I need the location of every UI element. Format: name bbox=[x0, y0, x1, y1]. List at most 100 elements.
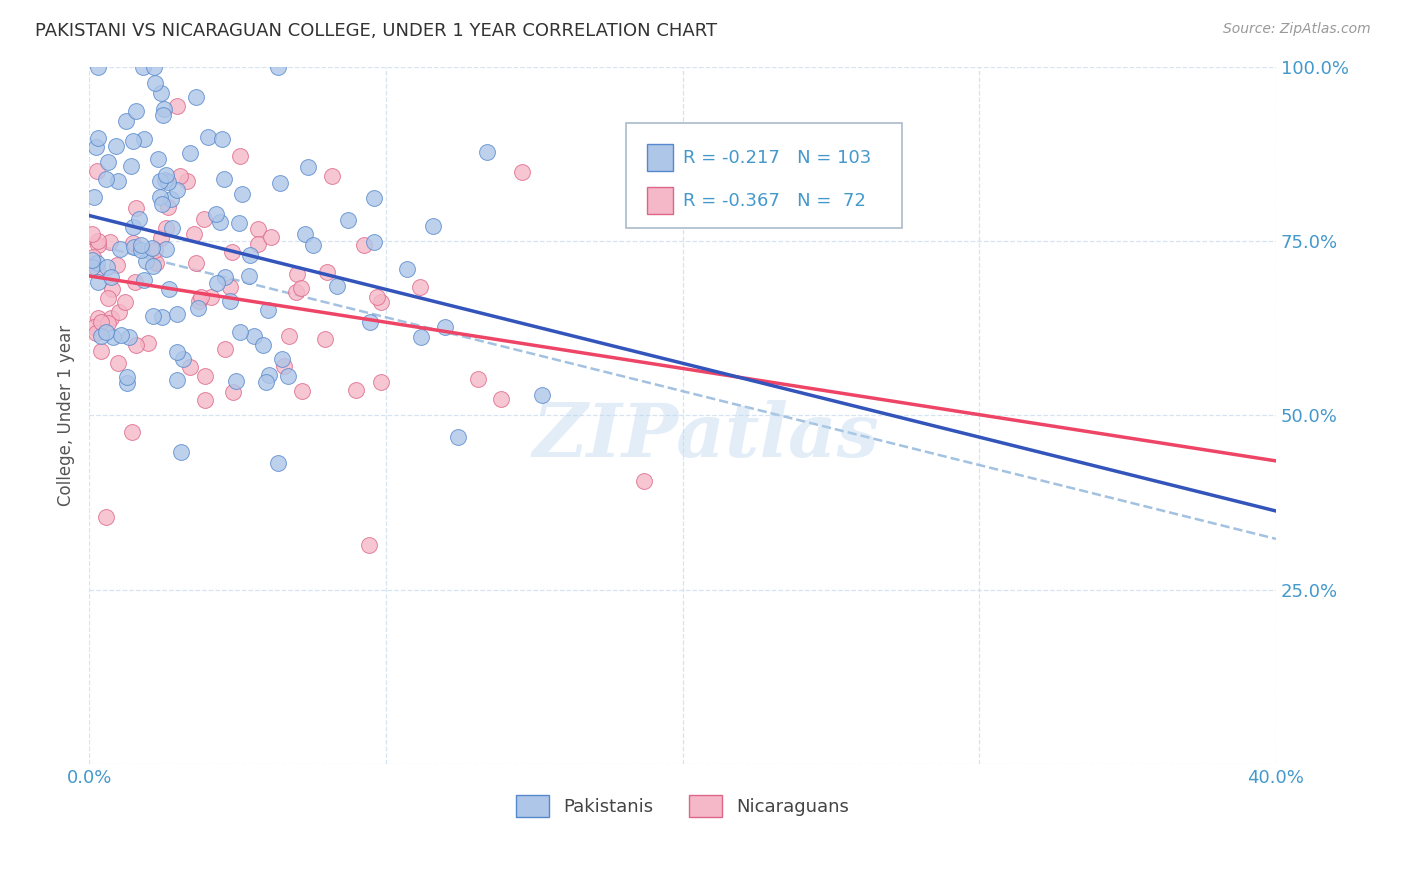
Point bbox=[273, 359, 295, 374]
Point bbox=[97, 291, 120, 305]
Text: R = -0.367   N =  72: R = -0.367 N = 72 bbox=[683, 192, 866, 210]
Text: ZIPatlas: ZIPatlas bbox=[533, 400, 880, 473]
Point bbox=[291, 384, 314, 399]
Point bbox=[86, 130, 108, 145]
Point bbox=[190, 290, 212, 304]
Point bbox=[187, 301, 209, 316]
Point bbox=[143, 60, 166, 74]
Point bbox=[359, 315, 381, 329]
Point bbox=[475, 145, 498, 160]
Point bbox=[80, 253, 103, 268]
Point bbox=[228, 216, 250, 230]
Point bbox=[96, 260, 118, 275]
Point bbox=[157, 175, 180, 189]
Point bbox=[252, 338, 274, 352]
Point bbox=[222, 385, 245, 400]
Point bbox=[94, 325, 117, 339]
Y-axis label: College, Under 1 year: College, Under 1 year bbox=[58, 325, 75, 506]
Point bbox=[166, 344, 188, 359]
Point bbox=[278, 329, 301, 343]
Point bbox=[225, 374, 247, 388]
Point bbox=[257, 368, 280, 383]
Point bbox=[86, 164, 108, 178]
Point bbox=[100, 311, 122, 326]
Point bbox=[219, 280, 242, 294]
Point bbox=[243, 329, 266, 343]
Point bbox=[107, 258, 129, 272]
Point bbox=[146, 152, 169, 166]
Point bbox=[122, 236, 145, 251]
Point bbox=[136, 336, 159, 351]
Point bbox=[118, 330, 141, 344]
Point bbox=[294, 227, 316, 241]
Point bbox=[100, 269, 122, 284]
Point bbox=[186, 256, 208, 270]
Point bbox=[395, 262, 418, 277]
Point bbox=[149, 174, 172, 188]
Point bbox=[101, 282, 124, 296]
Point bbox=[409, 279, 432, 293]
Point bbox=[337, 213, 360, 227]
Point bbox=[121, 425, 143, 439]
Point bbox=[205, 207, 228, 221]
Text: Source: ZipAtlas.com: Source: ZipAtlas.com bbox=[1223, 22, 1371, 37]
Point bbox=[411, 330, 433, 344]
Point bbox=[271, 351, 294, 366]
Point bbox=[141, 242, 163, 256]
Point bbox=[83, 319, 105, 334]
Point bbox=[194, 392, 217, 407]
Point bbox=[80, 227, 103, 241]
Point bbox=[205, 277, 228, 291]
Point bbox=[179, 359, 201, 374]
Point bbox=[125, 201, 148, 215]
Point bbox=[143, 76, 166, 90]
Point bbox=[247, 222, 270, 236]
Legend: Pakistanis, Nicaraguans: Pakistanis, Nicaraguans bbox=[509, 788, 856, 824]
Point bbox=[107, 356, 129, 370]
Point bbox=[197, 129, 219, 144]
Point bbox=[359, 538, 381, 552]
Point bbox=[149, 190, 172, 204]
Point bbox=[87, 311, 110, 326]
Point bbox=[172, 352, 194, 367]
Point bbox=[194, 368, 217, 383]
Point bbox=[231, 186, 253, 201]
Point bbox=[633, 474, 655, 488]
Point bbox=[160, 220, 183, 235]
Point bbox=[84, 139, 107, 153]
Point bbox=[209, 215, 232, 229]
Point bbox=[290, 281, 312, 295]
Point bbox=[219, 293, 242, 308]
Point bbox=[269, 176, 291, 190]
Point bbox=[153, 103, 176, 117]
Point bbox=[214, 342, 236, 356]
Point bbox=[344, 383, 367, 397]
Point bbox=[447, 430, 470, 444]
Point bbox=[86, 262, 108, 277]
Point bbox=[87, 238, 110, 252]
Point bbox=[489, 392, 512, 406]
Point bbox=[166, 372, 188, 386]
Point bbox=[98, 235, 121, 249]
Point bbox=[267, 60, 290, 74]
Point bbox=[97, 316, 120, 330]
Point bbox=[229, 148, 252, 162]
Point bbox=[122, 239, 145, 253]
Point bbox=[170, 445, 193, 459]
Point bbox=[467, 371, 489, 385]
Point bbox=[267, 456, 290, 470]
Point bbox=[115, 114, 138, 128]
Point bbox=[87, 275, 110, 289]
Point bbox=[122, 219, 145, 234]
Point bbox=[87, 60, 110, 74]
Point bbox=[325, 279, 347, 293]
Text: R = -0.217   N = 103: R = -0.217 N = 103 bbox=[683, 149, 870, 167]
Point bbox=[363, 191, 385, 205]
Point bbox=[134, 273, 156, 287]
Point bbox=[129, 243, 152, 257]
Point bbox=[166, 183, 188, 197]
Point bbox=[155, 220, 177, 235]
Point bbox=[155, 242, 177, 256]
Point bbox=[97, 155, 120, 169]
Point bbox=[94, 172, 117, 186]
